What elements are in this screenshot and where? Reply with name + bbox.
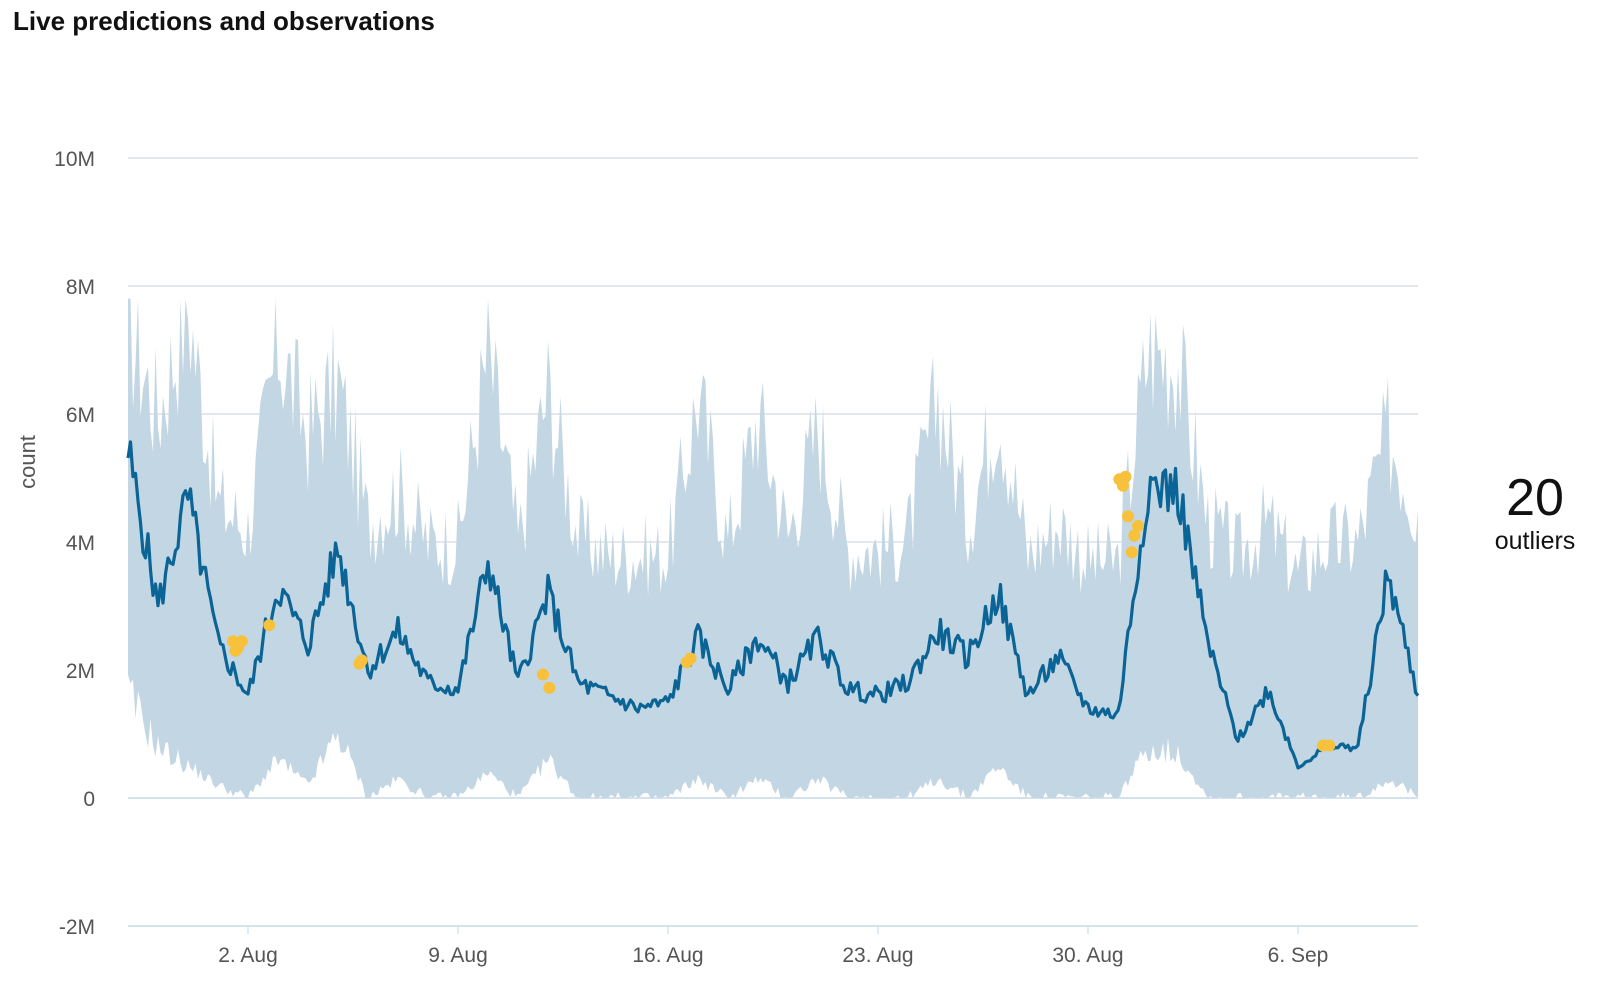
outlier-summary: 20 outliers [1470,470,1600,556]
observation-line [126,440,1420,770]
x-tick-label: 2. Aug [218,944,278,967]
prediction-band [128,298,1418,798]
outlier-point [1119,470,1132,483]
outlier-point [1323,739,1336,752]
outlier-point [355,654,368,667]
outlier-point [537,668,549,681]
y-tick-label: 0 [83,788,95,811]
outlier-label: outliers [1494,527,1576,555]
outlier-count: 20 [1506,469,1564,527]
y-tick-label: 8M [66,276,95,299]
outlier-point [235,635,248,648]
x-tick-label: 16. Aug [632,944,703,967]
x-tick-label: 6. Sep [1268,944,1329,967]
y-axis-title: count [15,435,40,489]
x-tick-label: 9. Aug [428,944,488,967]
outlier-points [227,470,1336,752]
outlier-point [684,652,697,665]
outlier-point [1117,479,1129,492]
outlier-point [1132,520,1144,532]
outlier-point [1122,510,1134,523]
axes: 10M 8M 6M 4M 2M 0 -2M 2. Aug 9. Aug 16. Aug 23. Au… [15,148,1328,967]
outlier-point [263,619,276,632]
y-tick-label: 6M [66,404,95,427]
x-tick-label: 30. Aug [1052,944,1123,967]
outlier-point [1125,546,1138,559]
outlier-point [1128,529,1141,542]
y-tick-label: 4M [66,532,95,555]
observation-line-path [126,440,1420,770]
y-tick-label: 2M [66,660,95,683]
chart-title: Live predictions and observations [13,6,435,36]
y-tick-label: -2M [59,916,95,939]
prediction-band-area [128,298,1418,798]
x-tick-label: 23. Aug [842,944,913,967]
y-tick-label: 10M [54,148,95,171]
outlier-point [543,681,556,694]
